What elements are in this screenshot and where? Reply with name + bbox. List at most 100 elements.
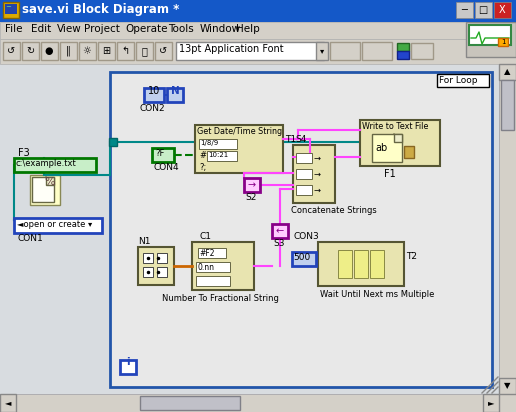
Bar: [30, 175, 60, 205]
Text: ☼: ☼: [83, 46, 91, 56]
Bar: [0, 394, 16, 412]
Bar: [499, 378, 516, 394]
Text: S2: S2: [245, 193, 256, 202]
Bar: [296, 169, 312, 179]
Text: ?F: ?F: [155, 149, 165, 158]
Bar: [14, 158, 96, 172]
Text: #: #: [199, 151, 206, 160]
Text: Tools: Tools: [168, 24, 194, 34]
Text: View: View: [57, 24, 82, 34]
Bar: [152, 148, 174, 162]
Text: ▾: ▾: [320, 47, 324, 56]
Bar: [3, 42, 20, 60]
Bar: [292, 252, 316, 266]
Bar: [456, 2, 473, 18]
Bar: [22, 42, 39, 60]
Bar: [5, 4, 17, 14]
Bar: [244, 178, 260, 192]
Text: %: %: [45, 177, 55, 187]
Bar: [157, 253, 167, 263]
Text: CON3: CON3: [294, 232, 320, 241]
Bar: [140, 396, 240, 410]
Bar: [469, 25, 511, 45]
Text: ◄open or create ▾: ◄open or create ▾: [17, 220, 92, 229]
Text: X: X: [498, 5, 505, 15]
Text: c:\example.txt: c:\example.txt: [16, 159, 77, 168]
Bar: [144, 88, 164, 102]
Text: ►: ►: [488, 398, 494, 407]
Text: ab: ab: [376, 143, 388, 153]
Bar: [176, 42, 324, 60]
Text: ↰: ↰: [121, 46, 129, 56]
Bar: [196, 276, 230, 286]
Text: Write to Text File: Write to Text File: [362, 122, 428, 131]
Bar: [296, 153, 312, 163]
Bar: [117, 42, 134, 60]
Bar: [466, 22, 516, 57]
Text: Edit: Edit: [31, 24, 52, 34]
Text: ⊞: ⊞: [102, 46, 110, 56]
Text: N: N: [171, 86, 180, 96]
Bar: [0, 64, 499, 394]
Text: Window: Window: [199, 24, 240, 34]
Text: ↺: ↺: [7, 46, 15, 56]
Bar: [143, 267, 153, 277]
Bar: [192, 242, 254, 290]
Bar: [338, 250, 352, 278]
Bar: [397, 51, 409, 59]
Bar: [199, 139, 237, 149]
Bar: [437, 74, 489, 87]
Text: T2: T2: [406, 252, 417, 261]
Text: CON4: CON4: [153, 163, 179, 172]
Text: Concatenate Strings: Concatenate Strings: [291, 206, 377, 215]
Bar: [370, 250, 384, 278]
Text: ▼: ▼: [504, 382, 510, 391]
Bar: [198, 248, 226, 258]
Bar: [411, 43, 433, 59]
Bar: [138, 247, 174, 285]
Bar: [394, 134, 402, 142]
Text: →: →: [248, 180, 256, 190]
Bar: [98, 42, 115, 60]
Text: →: →: [313, 170, 320, 179]
Bar: [157, 267, 167, 277]
Bar: [3, 2, 19, 18]
Bar: [316, 42, 328, 60]
Text: ─: ─: [461, 5, 467, 15]
Bar: [110, 72, 492, 387]
Text: ⧉: ⧉: [141, 46, 147, 56]
Text: 500: 500: [293, 253, 310, 262]
Bar: [32, 177, 54, 202]
Text: 0.nn: 0.nn: [197, 263, 214, 272]
Bar: [354, 250, 368, 278]
Text: Get Date/Time String: Get Date/Time String: [197, 127, 282, 136]
Text: #F2: #F2: [199, 249, 215, 258]
Bar: [136, 42, 153, 60]
Text: save.vi Block Diagram *: save.vi Block Diagram *: [22, 3, 180, 16]
Bar: [397, 43, 409, 51]
Bar: [404, 146, 414, 158]
Text: ●: ●: [45, 46, 53, 56]
Bar: [46, 177, 54, 185]
Bar: [498, 38, 508, 46]
Bar: [330, 42, 360, 60]
Bar: [501, 80, 514, 130]
Text: S4: S4: [295, 135, 307, 144]
Bar: [296, 185, 312, 195]
Bar: [0, 39, 516, 64]
Bar: [196, 262, 230, 272]
Text: i: i: [126, 357, 130, 367]
Text: ~: ~: [5, 4, 11, 10]
Text: ?;: ?;: [199, 163, 206, 172]
Bar: [494, 2, 511, 18]
Text: 13pt Application Font: 13pt Application Font: [179, 44, 284, 54]
Bar: [143, 253, 153, 263]
Text: ▲: ▲: [504, 68, 510, 77]
Text: 1/8/9: 1/8/9: [200, 140, 218, 146]
Bar: [155, 42, 172, 60]
Bar: [499, 64, 516, 80]
Text: S3: S3: [273, 239, 284, 248]
Bar: [79, 42, 96, 60]
Bar: [167, 88, 183, 102]
Bar: [483, 394, 499, 412]
